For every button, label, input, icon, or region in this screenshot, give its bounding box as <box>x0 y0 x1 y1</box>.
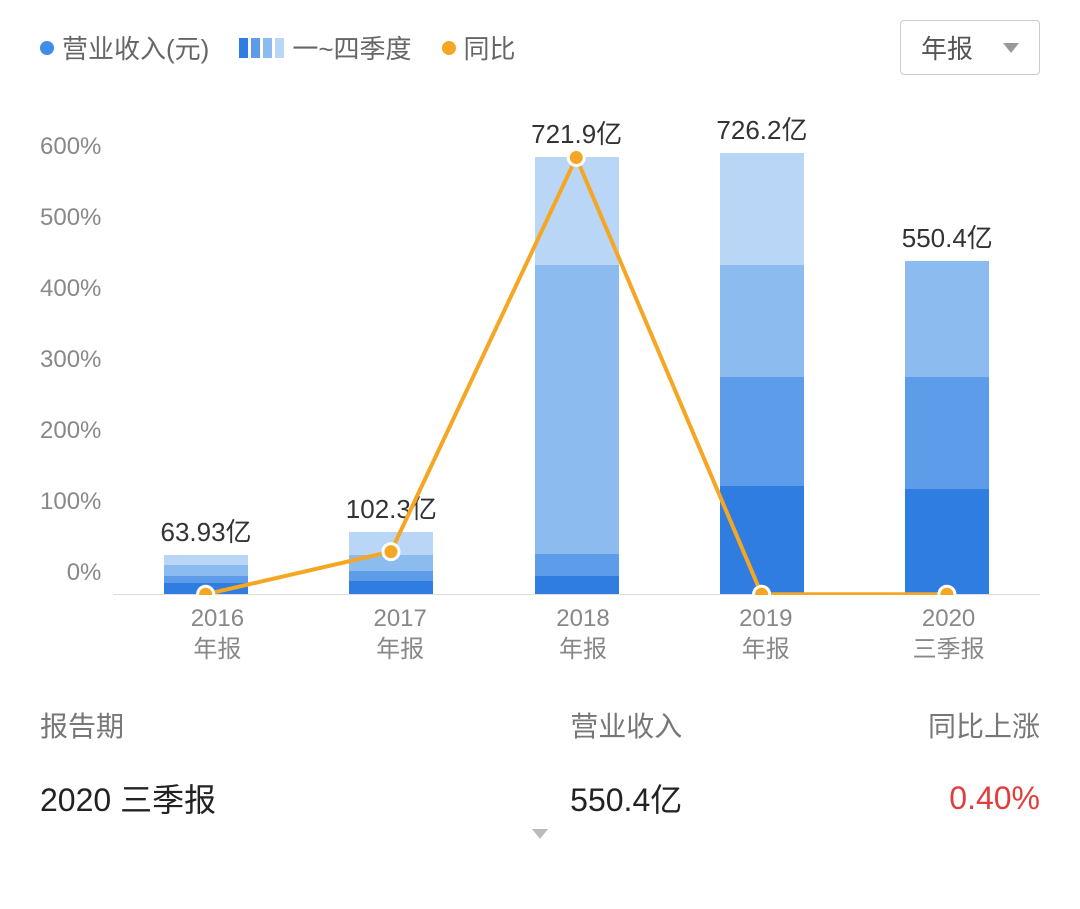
legend-quarter-stripe <box>239 38 248 58</box>
bar-segment <box>720 153 804 265</box>
summary-revenue: 550.4亿 <box>454 775 799 821</box>
bar-segment <box>905 489 989 594</box>
bar-segment <box>349 571 433 581</box>
bar-segment <box>720 486 804 594</box>
bar-stack <box>349 532 433 594</box>
summary-header: 报告期 营业收入 同比上涨 <box>40 705 1040 745</box>
legend-revenue-dot <box>40 41 54 55</box>
legend-yoy: 同比 <box>442 29 516 66</box>
bar-segment <box>535 576 619 594</box>
bars-row: 63.93亿 102.3亿 721.9亿 726.2亿 550.4亿 <box>113 125 1040 594</box>
x-axis-tick: 2017年报 <box>332 603 469 665</box>
bar-segment <box>164 565 248 576</box>
legend-revenue: 营业收入(元) <box>40 29 209 66</box>
y-axis-tick: 200% <box>40 419 101 443</box>
bar-segment <box>349 555 433 571</box>
legend-yoy-dot <box>442 41 456 55</box>
bar-segment <box>905 261 989 377</box>
y-axis-tick: 600% <box>40 135 101 159</box>
summary-header-period: 报告期 <box>40 705 454 745</box>
chart-plot-area: 63.93亿 102.3亿 721.9亿 726.2亿 550.4亿 <box>113 125 1040 595</box>
bar-segment <box>720 265 804 377</box>
bar-value-label: 63.93亿 <box>160 512 251 549</box>
revenue-chart: 600% 500% 400% 300% 200% 100% 0% 63.93亿 102.3亿 7… <box>40 125 1040 595</box>
bar-stack <box>535 157 619 594</box>
bar-value-label: 726.2亿 <box>716 110 807 147</box>
y-axis-tick: 300% <box>40 348 101 372</box>
legend-quarter-stripe <box>275 38 284 58</box>
legend-quarter-stripe <box>251 38 260 58</box>
bar-segment <box>164 576 248 583</box>
legend-yoy-label: 同比 <box>464 29 516 66</box>
legend-quarters-label: 一~四季度 <box>292 29 411 66</box>
legend-row: 营业收入(元) 一~四季度 同比 年报 <box>40 20 1040 75</box>
x-axis-tick: 2019年报 <box>697 603 834 665</box>
bar-segment <box>905 377 989 489</box>
bar-stack <box>905 261 989 594</box>
bar-segment <box>535 265 619 554</box>
bar-group[interactable]: 550.4亿 <box>878 261 1017 594</box>
chevron-down-icon <box>532 829 548 856</box>
bar-segment <box>535 554 619 576</box>
bar-value-label: 721.9亿 <box>531 114 622 151</box>
legend-quarter-stripe <box>263 38 272 58</box>
x-axis-tick: 2016年报 <box>149 603 286 665</box>
report-period-dropdown[interactable]: 年报 <box>900 20 1040 75</box>
y-axis-tick: 0% <box>67 561 102 585</box>
y-axis-tick: 500% <box>40 206 101 230</box>
legend-revenue-label: 营业收入(元) <box>62 29 209 66</box>
expand-toggle[interactable] <box>40 839 1040 857</box>
summary-header-revenue: 营业收入 <box>454 705 799 745</box>
x-axis-tick: 2020三季报 <box>880 603 1017 665</box>
bar-value-label: 102.3亿 <box>346 489 437 526</box>
bar-stack <box>720 153 804 594</box>
bar-value-label: 550.4亿 <box>902 218 993 255</box>
dropdown-selected-label: 年报 <box>921 29 973 66</box>
y-axis: 600% 500% 400% 300% 200% 100% 0% <box>40 125 113 585</box>
summary-row[interactable]: 2020 三季报 550.4亿 0.40% <box>40 775 1040 821</box>
bar-segment <box>535 157 619 265</box>
bar-segment <box>349 532 433 555</box>
bar-segment <box>720 377 804 485</box>
y-axis-tick: 400% <box>40 277 101 301</box>
y-axis-tick: 100% <box>40 490 101 514</box>
bar-segment <box>164 555 248 565</box>
legend-quarters: 一~四季度 <box>239 29 411 66</box>
chevron-down-icon <box>1003 43 1019 53</box>
bar-group[interactable]: 726.2亿 <box>692 153 831 594</box>
bar-stack <box>164 555 248 594</box>
summary-period: 2020 三季报 <box>40 775 454 821</box>
x-axis: 2016年报 2017年报 2018年报 2019年报 2020三季报 <box>126 603 1040 665</box>
bar-group[interactable]: 721.9亿 <box>507 157 646 594</box>
bar-group[interactable]: 102.3亿 <box>322 532 461 594</box>
legend-quarters-swatch <box>239 38 284 58</box>
x-axis-tick: 2018年报 <box>514 603 651 665</box>
bar-group[interactable]: 63.93亿 <box>137 555 276 594</box>
bar-segment <box>164 583 248 594</box>
summary-change: 0.40% <box>799 780 1040 817</box>
bar-segment <box>349 581 433 594</box>
summary-header-change: 同比上涨 <box>799 705 1040 745</box>
